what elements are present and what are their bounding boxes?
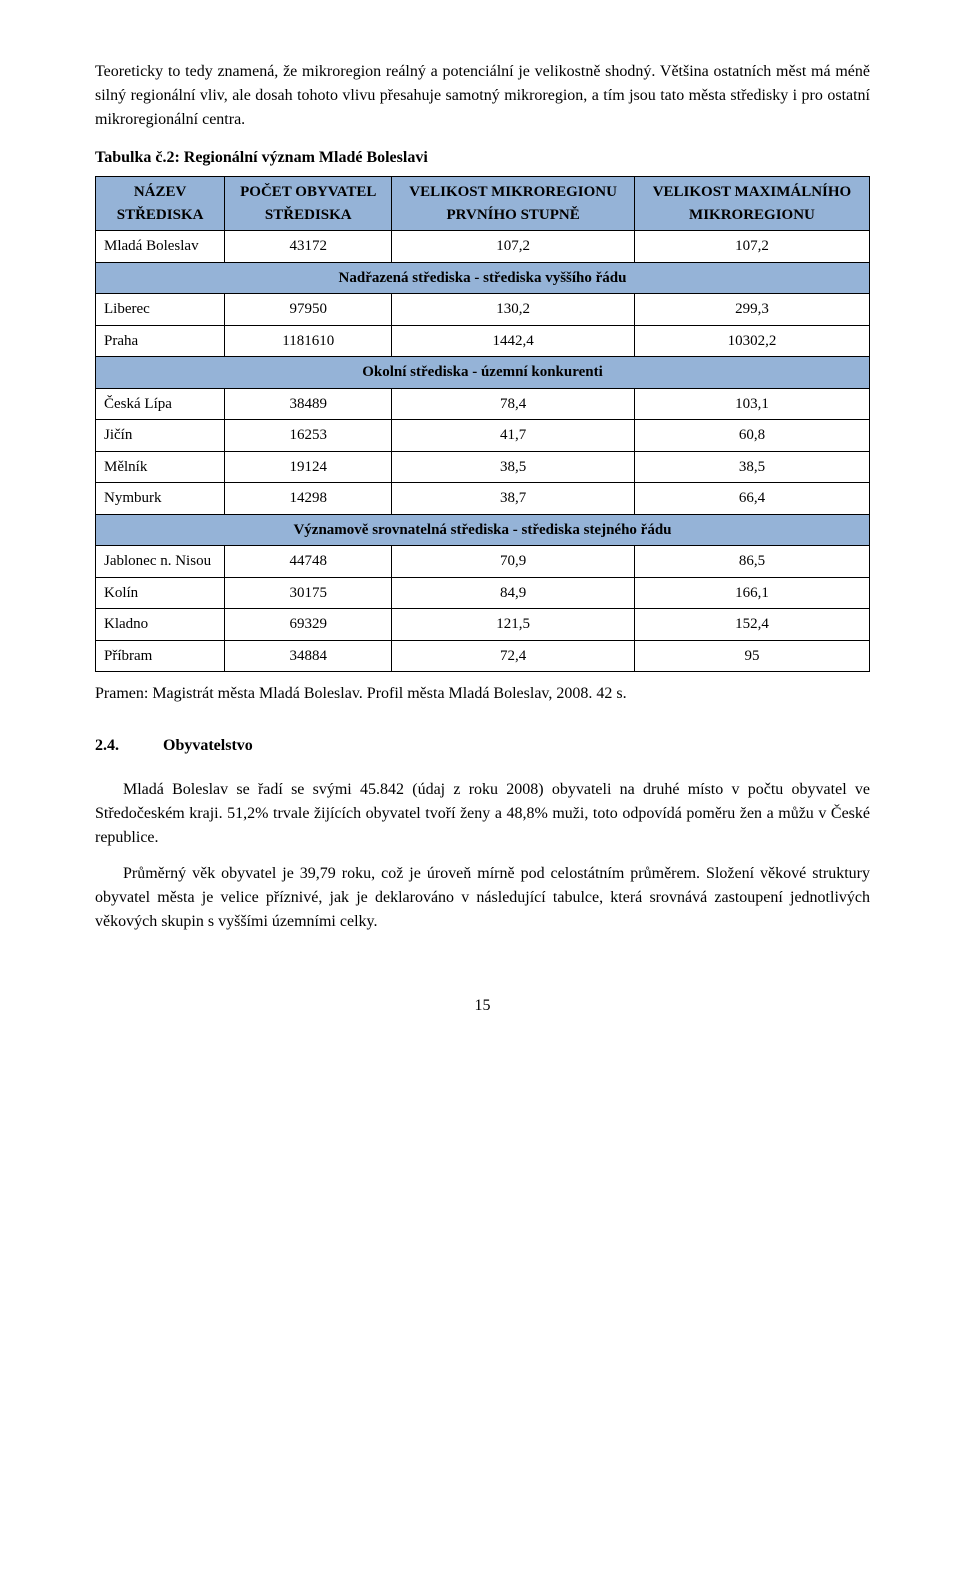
cell-name: Kolín xyxy=(96,577,225,609)
cell-pop: 38489 xyxy=(225,388,392,420)
col-header-first-level: VELIKOST MIKROREGIONU PRVNÍHO STUPNĚ xyxy=(392,177,635,231)
cell-v2: 152,4 xyxy=(634,609,869,641)
table-row: Příbram 34884 72,4 95 xyxy=(96,640,870,672)
cell-v2: 103,1 xyxy=(634,388,869,420)
cell-v2: 107,2 xyxy=(634,231,869,263)
cell-v1: 84,9 xyxy=(392,577,635,609)
table-row: Praha 1181610 1442,4 10302,2 xyxy=(96,325,870,357)
table-row: Kolín 30175 84,9 166,1 xyxy=(96,577,870,609)
cell-pop: 97950 xyxy=(225,294,392,326)
cell-v2: 299,3 xyxy=(634,294,869,326)
cell-v2: 38,5 xyxy=(634,451,869,483)
cell-name: Mladá Boleslav xyxy=(96,231,225,263)
cell-v1: 38,7 xyxy=(392,483,635,515)
section-row-superior: Nadřazená střediska - střediska vyššího … xyxy=(96,262,870,294)
section-label: Nadřazená střediska - střediska vyššího … xyxy=(96,262,870,294)
table-row: Česká Lípa 38489 78,4 103,1 xyxy=(96,388,870,420)
section-label: Významově srovnatelná střediska - středi… xyxy=(96,514,870,546)
table-row: Jičín 16253 41,7 60,8 xyxy=(96,420,870,452)
cell-v2: 66,4 xyxy=(634,483,869,515)
body-paragraph: Mladá Boleslav se řadí se svými 45.842 (… xyxy=(95,778,870,850)
cell-v2: 86,5 xyxy=(634,546,869,578)
table-row: Jablonec n. Nisou 44748 70,9 86,5 xyxy=(96,546,870,578)
cell-v1: 130,2 xyxy=(392,294,635,326)
section-number: 2.4. xyxy=(95,734,159,758)
page-number: 15 xyxy=(95,994,870,1018)
cell-v2: 95 xyxy=(634,640,869,672)
cell-v2: 10302,2 xyxy=(634,325,869,357)
cell-v1: 38,5 xyxy=(392,451,635,483)
table-caption: Tabulka č.2: Regionální význam Mladé Bol… xyxy=(95,146,870,170)
cell-pop: 1181610 xyxy=(225,325,392,357)
table-row: Mělník 19124 38,5 38,5 xyxy=(96,451,870,483)
cell-name: Kladno xyxy=(96,609,225,641)
table-row: Nymburk 14298 38,7 66,4 xyxy=(96,483,870,515)
cell-v1: 1442,4 xyxy=(392,325,635,357)
section-label: Okolní střediska - územní konkurenti xyxy=(96,357,870,389)
cell-pop: 14298 xyxy=(225,483,392,515)
cell-pop: 44748 xyxy=(225,546,392,578)
section-heading: 2.4. Obyvatelstvo xyxy=(95,734,870,758)
cell-pop: 43172 xyxy=(225,231,392,263)
cell-pop: 16253 xyxy=(225,420,392,452)
cell-v1: 41,7 xyxy=(392,420,635,452)
cell-v1: 107,2 xyxy=(392,231,635,263)
cell-v1: 72,4 xyxy=(392,640,635,672)
col-header-population: POČET OBYVATEL STŘEDISKA xyxy=(225,177,392,231)
cell-pop: 69329 xyxy=(225,609,392,641)
body-paragraph: Průměrný věk obyvatel je 39,79 roku, což… xyxy=(95,862,870,934)
intro-paragraph: Teoreticky to tedy znamená, že mikroregi… xyxy=(95,60,870,132)
table-source: Pramen: Magistrát města Mladá Boleslav. … xyxy=(95,682,870,706)
cell-pop: 34884 xyxy=(225,640,392,672)
cell-name: Česká Lípa xyxy=(96,388,225,420)
cell-v2: 166,1 xyxy=(634,577,869,609)
table-row: Kladno 69329 121,5 152,4 xyxy=(96,609,870,641)
table-row: Mladá Boleslav 43172 107,2 107,2 xyxy=(96,231,870,263)
cell-pop: 30175 xyxy=(225,577,392,609)
section-row-comparable: Významově srovnatelná střediska - středi… xyxy=(96,514,870,546)
cell-name: Nymburk xyxy=(96,483,225,515)
section-row-competitors: Okolní střediska - územní konkurenti xyxy=(96,357,870,389)
cell-name: Mělník xyxy=(96,451,225,483)
cell-v1: 78,4 xyxy=(392,388,635,420)
cell-v1: 121,5 xyxy=(392,609,635,641)
cell-v1: 70,9 xyxy=(392,546,635,578)
cell-v2: 60,8 xyxy=(634,420,869,452)
col-header-max: VELIKOST MAXIMÁLNÍHO MIKROREGIONU xyxy=(634,177,869,231)
cell-pop: 19124 xyxy=(225,451,392,483)
table-row: Liberec 97950 130,2 299,3 xyxy=(96,294,870,326)
cell-name: Příbram xyxy=(96,640,225,672)
cell-name: Jičín xyxy=(96,420,225,452)
cell-name: Jablonec n. Nisou xyxy=(96,546,225,578)
cell-name: Praha xyxy=(96,325,225,357)
cell-name: Liberec xyxy=(96,294,225,326)
regional-significance-table: NÁZEV STŘEDISKA POČET OBYVATEL STŘEDISKA… xyxy=(95,176,870,672)
section-title: Obyvatelstvo xyxy=(163,737,253,754)
col-header-name: NÁZEV STŘEDISKA xyxy=(96,177,225,231)
